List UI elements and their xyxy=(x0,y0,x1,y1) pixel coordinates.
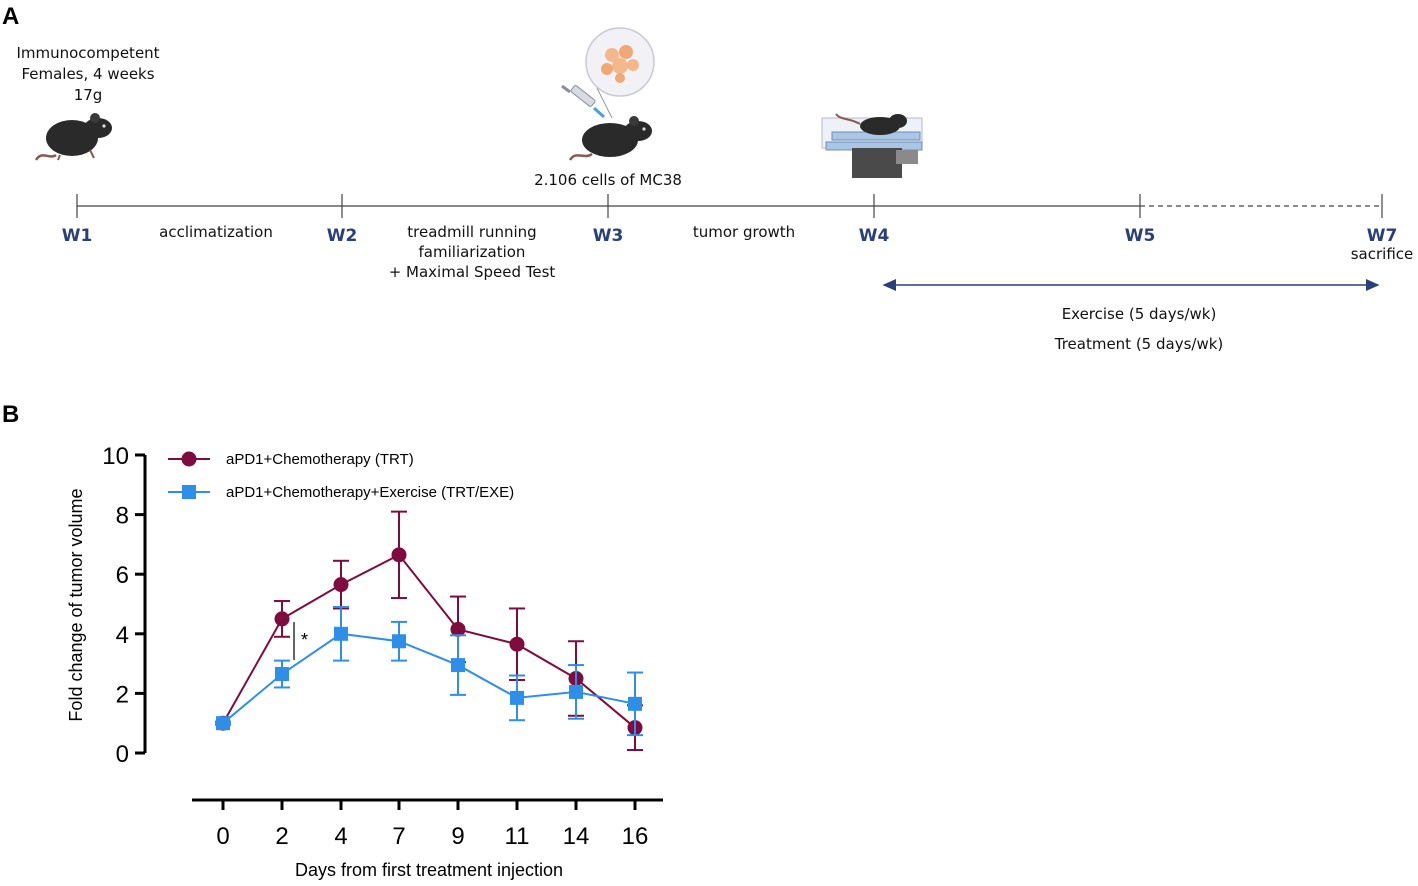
x-axis: 0 2 4 7 9 11 14 16 xyxy=(192,798,663,850)
legend-label: aPD1+Chemotherapy+Exercise (TRT/EXE) xyxy=(226,484,514,501)
data-point xyxy=(334,626,348,641)
week-label: W2 xyxy=(327,226,358,246)
phase-tumor-growth: tumor growth xyxy=(693,223,795,241)
series-1 xyxy=(215,510,643,752)
treadmill-icon xyxy=(821,113,923,178)
panel-a-letter: A xyxy=(2,3,19,30)
phase-treadmill-line-3: + Maximal Speed Test xyxy=(389,263,556,281)
data-point xyxy=(510,690,524,705)
y-axis: 0 2 4 6 8 10 xyxy=(102,443,147,768)
mouse-info-line-1: Immunocompetent xyxy=(16,44,159,62)
x-tick-label: 16 xyxy=(622,823,649,850)
data-point xyxy=(451,658,465,673)
data-point xyxy=(274,611,290,627)
data-point xyxy=(275,667,289,682)
treatment-label: Treatment (5 days/wk) xyxy=(1054,335,1224,353)
y-tick-label: 10 xyxy=(102,443,129,470)
syringe-icon xyxy=(561,84,606,119)
mouse-icon xyxy=(34,113,112,161)
x-tick-label: 11 xyxy=(505,823,530,850)
injection-label: 2.106 cells of MC38 xyxy=(534,171,682,189)
x-tick-label: 0 xyxy=(216,823,229,850)
x-tick-label: 4 xyxy=(334,823,347,850)
week-label: W4 xyxy=(859,226,890,246)
legend: aPD1+Chemotherapy (TRT) aPD1+Chemotherapy… xyxy=(168,451,514,501)
data-point xyxy=(391,547,407,563)
week-label: W7 xyxy=(1367,226,1398,246)
week-label: W1 xyxy=(62,226,93,246)
y-tick-label: 0 xyxy=(116,741,129,768)
series-line xyxy=(222,632,636,724)
tumor-volume-chart: 0 2 4 6 8 10 0 2 4 7 9 11 14 16 aPD1+Chemotherapy (T… xyxy=(66,443,663,880)
x-tick-label: 9 xyxy=(451,823,464,850)
y-tick-label: 6 xyxy=(116,562,129,589)
y-tick-label: 2 xyxy=(116,681,129,708)
phase-treadmill-line-1: treadmill running xyxy=(407,223,536,241)
series-2 xyxy=(215,605,643,737)
x-axis-title: Days from first treatment injection xyxy=(295,860,563,880)
data-point xyxy=(569,684,583,699)
legend-marker xyxy=(182,485,196,499)
phase-treadmill-line-2: familiarization xyxy=(419,243,526,261)
data-point xyxy=(509,636,525,652)
phase-acclimatization: acclimatization xyxy=(159,223,273,241)
data-point xyxy=(450,621,466,637)
mouse-info-line-2: Females, 4 weeks xyxy=(21,65,154,83)
week-label: W5 xyxy=(1125,226,1156,246)
x-tick-label: 2 xyxy=(275,823,288,850)
significance-star: * xyxy=(301,630,308,650)
week-label: W3 xyxy=(593,226,624,246)
legend-marker xyxy=(181,451,197,467)
data-point xyxy=(392,634,406,649)
panel-b-letter: B xyxy=(2,401,19,428)
x-tick-label: 7 xyxy=(392,823,405,850)
y-tick-label: 4 xyxy=(116,622,129,649)
x-tick-label: 14 xyxy=(563,823,590,850)
series-layer xyxy=(215,510,643,752)
sacrifice-label: sacrifice xyxy=(1351,245,1414,263)
legend-label: aPD1+Chemotherapy (TRT) xyxy=(226,451,414,468)
tumor-cells-icon xyxy=(585,27,655,119)
mouse-icon xyxy=(568,116,652,161)
significance-marker: * xyxy=(293,622,308,660)
data-point xyxy=(216,716,230,731)
exercise-label: Exercise (5 days/wk) xyxy=(1062,305,1217,323)
data-point xyxy=(333,577,349,593)
series-line xyxy=(222,553,636,729)
y-axis-title: Fold change of tumor volume xyxy=(66,488,86,721)
mouse-info-line-3: 17g xyxy=(74,86,103,104)
data-point xyxy=(628,696,642,711)
y-tick-label: 8 xyxy=(116,503,129,530)
